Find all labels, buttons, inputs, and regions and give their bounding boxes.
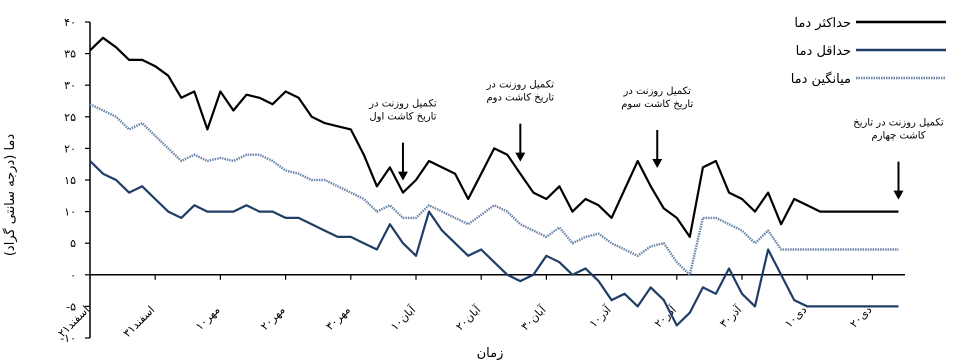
annotation-4: تکمیل روزنت در تاریخ کاشت چهارم [853, 118, 944, 200]
annotation-text: تکمیل روزنت در [623, 86, 692, 97]
arrow-head-icon [652, 159, 663, 168]
y-tick-label: ۴۰ [64, 16, 76, 29]
series-line-2 [89, 160, 899, 327]
annotation-2: تکمیل روزنت در تاریخ کاشت دوم [486, 80, 555, 162]
annotation-text: تاریخ کاشت سوم [621, 99, 693, 110]
annotation-1: تکمیل روزنت در تاریخ کاشت اول [368, 99, 437, 181]
y-tick-label: ۳۰ [64, 79, 76, 92]
series-line-1 [89, 36, 899, 238]
annotation-3: تکمیل روزنت در تاریخ کاشت سوم [621, 86, 693, 168]
x-tick-label: ۲۰آبان [453, 302, 484, 333]
arrow-head-icon [397, 171, 408, 181]
x-tick-label: ۳۰آبان [518, 302, 549, 333]
annotation-text: تکمیل روزنت در تاریخ [853, 118, 944, 129]
y-tick-label: -۱۰ [60, 332, 76, 345]
y-tick-label: ۱۰ [64, 206, 76, 219]
arrow-head-icon [515, 152, 526, 162]
y-axis-title: دما (درجه سانتی گراد) [2, 134, 18, 257]
x-tick-label: ۱۰مهر [193, 303, 223, 333]
x-tick-label: ۱۰دی [782, 303, 809, 330]
annotation-text: تاریخ کاشت دوم [486, 93, 554, 104]
y-axis: -۱۰ -۵ ۰ ۵ ۱۰ ۱۵ ۲۰ ۲۵ ۳۰ ۳۵ ۴۰ [60, 16, 91, 345]
x-tick-label: ۳۰آذر [716, 302, 744, 330]
annotation-text: کاشت چهارم [871, 131, 925, 142]
legend-label-2: حداقل دما [796, 44, 851, 59]
annotation-text: تکمیل روزنت در [486, 80, 555, 91]
legend: حداکثر دما حداقل دما میانگین دما [791, 16, 946, 87]
series-line-3 [89, 103, 899, 276]
legend-label-1: حداکثر دما [794, 16, 851, 31]
y-tick-label: ۱۵ [64, 174, 76, 187]
annotation-text: تاریخ کاشت اول [369, 112, 436, 123]
x-tick-label: ۱۰آبان [387, 302, 418, 333]
y-tick-label: ۳۵ [64, 48, 76, 61]
x-tick-label: ۲۰آذر [651, 302, 679, 330]
x-tick-label: ۳۰مهر [323, 303, 353, 333]
y-tick-label: ۰ [70, 269, 76, 282]
legend-label-3: میانگین دما [791, 71, 851, 87]
x-tick-label: ۲۰مهر [258, 303, 288, 333]
annotation-text: تکمیل روزنت در [368, 99, 437, 110]
y-tick-label: ۵ [70, 237, 76, 250]
series-layer [89, 36, 899, 327]
y-tick-label: ۲۵ [64, 111, 76, 124]
x-axis-title: زمان [477, 346, 504, 361]
arrow-head-icon [893, 190, 904, 200]
x-tick-label: ۳۱اسفند [121, 303, 158, 340]
x-tick-label: ۱۰آذر [586, 302, 614, 330]
x-axis: ۲۱اسفند ۳۱اسفند ۱۰مهر ۲۰مهر ۳۰مهر ۱۰آبان ۲۰آبا… [56, 274, 905, 340]
y-tick-label: ۲۰ [64, 142, 76, 155]
y-tick-label: -۵ [66, 300, 76, 313]
